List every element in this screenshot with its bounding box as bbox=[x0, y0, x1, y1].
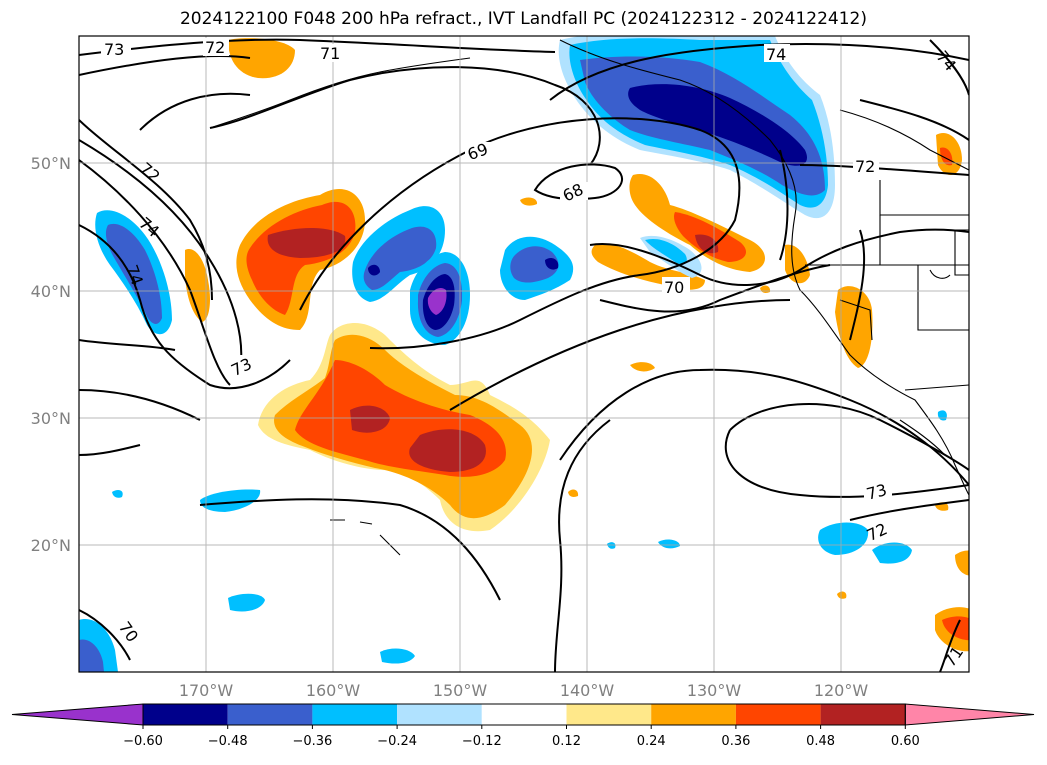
colorbar-tick-label: −0.12 bbox=[462, 734, 502, 749]
colorbar-tick-label: 0.60 bbox=[891, 734, 920, 749]
negative-anomaly-shading bbox=[79, 36, 947, 672]
colorbar-tick-label: 0.36 bbox=[721, 734, 750, 749]
contour-label: 73 bbox=[104, 40, 124, 59]
contour-label: 72 bbox=[855, 157, 875, 176]
map-frame bbox=[78, 35, 970, 673]
lat-label: 50°N bbox=[31, 154, 71, 173]
lon-label: 130°W bbox=[687, 681, 742, 700]
map-title: 2024122100 F048 200 hPa refract., IVT La… bbox=[179, 9, 867, 29]
colorbar-segment bbox=[397, 704, 482, 725]
contour-label: 72 bbox=[205, 38, 225, 57]
lon-label: 150°W bbox=[433, 681, 488, 700]
lon-label: 160°W bbox=[306, 681, 361, 700]
contour-label: 73 bbox=[864, 480, 889, 504]
colorbar-outline bbox=[142, 703, 906, 726]
gridlines bbox=[79, 36, 969, 672]
colorbar-tick-label: −0.60 bbox=[123, 734, 163, 749]
positive-anomaly-shading bbox=[185, 38, 969, 652]
colorbar-segment bbox=[312, 704, 398, 725]
colorbar-extend-min bbox=[11, 703, 144, 726]
lon-label: 170°W bbox=[179, 681, 234, 700]
colorbar-segment bbox=[143, 704, 228, 725]
contour-label: 70 bbox=[664, 278, 684, 297]
lat-label: 20°N bbox=[31, 536, 71, 555]
colorbar-segment bbox=[735, 704, 821, 725]
refractivity-contours bbox=[79, 38, 969, 672]
colorbar-tick-label: −0.48 bbox=[208, 734, 248, 749]
longitude-labels: 170°W 160°W 150°W 140°W 130°W 120°W bbox=[179, 681, 869, 700]
colorbar-segment bbox=[566, 704, 652, 725]
contour-label: 71 bbox=[320, 44, 340, 63]
lat-label: 30°N bbox=[31, 409, 71, 428]
contour-label: 74 bbox=[766, 45, 786, 64]
lon-label: 120°W bbox=[814, 681, 869, 700]
lon-label: 140°W bbox=[560, 681, 615, 700]
colorbar-segment bbox=[481, 704, 567, 725]
colorbar-segment bbox=[651, 704, 736, 725]
colorbar-tick-label: 0.24 bbox=[637, 734, 666, 749]
colorbar-segment bbox=[820, 704, 906, 725]
colorbar-extend-max bbox=[904, 703, 1035, 726]
colorbar-segment bbox=[227, 704, 313, 725]
lat-label: 40°N bbox=[31, 282, 71, 301]
coastlines bbox=[209, 39, 969, 556]
colorbar: −0.60 −0.48 −0.36 −0.24 −0.12 0.12 0.24 0.36 0.4… bbox=[11, 703, 1035, 749]
latitude-labels: 50°N 40°N 30°N 20°N bbox=[31, 154, 71, 555]
colorbar-tick-label: 0.48 bbox=[806, 734, 835, 749]
colorbar-tick-label: 0.12 bbox=[552, 734, 581, 749]
colorbar-tick-label: −0.36 bbox=[292, 734, 332, 749]
colorbar-tick-label: −0.24 bbox=[377, 734, 417, 749]
